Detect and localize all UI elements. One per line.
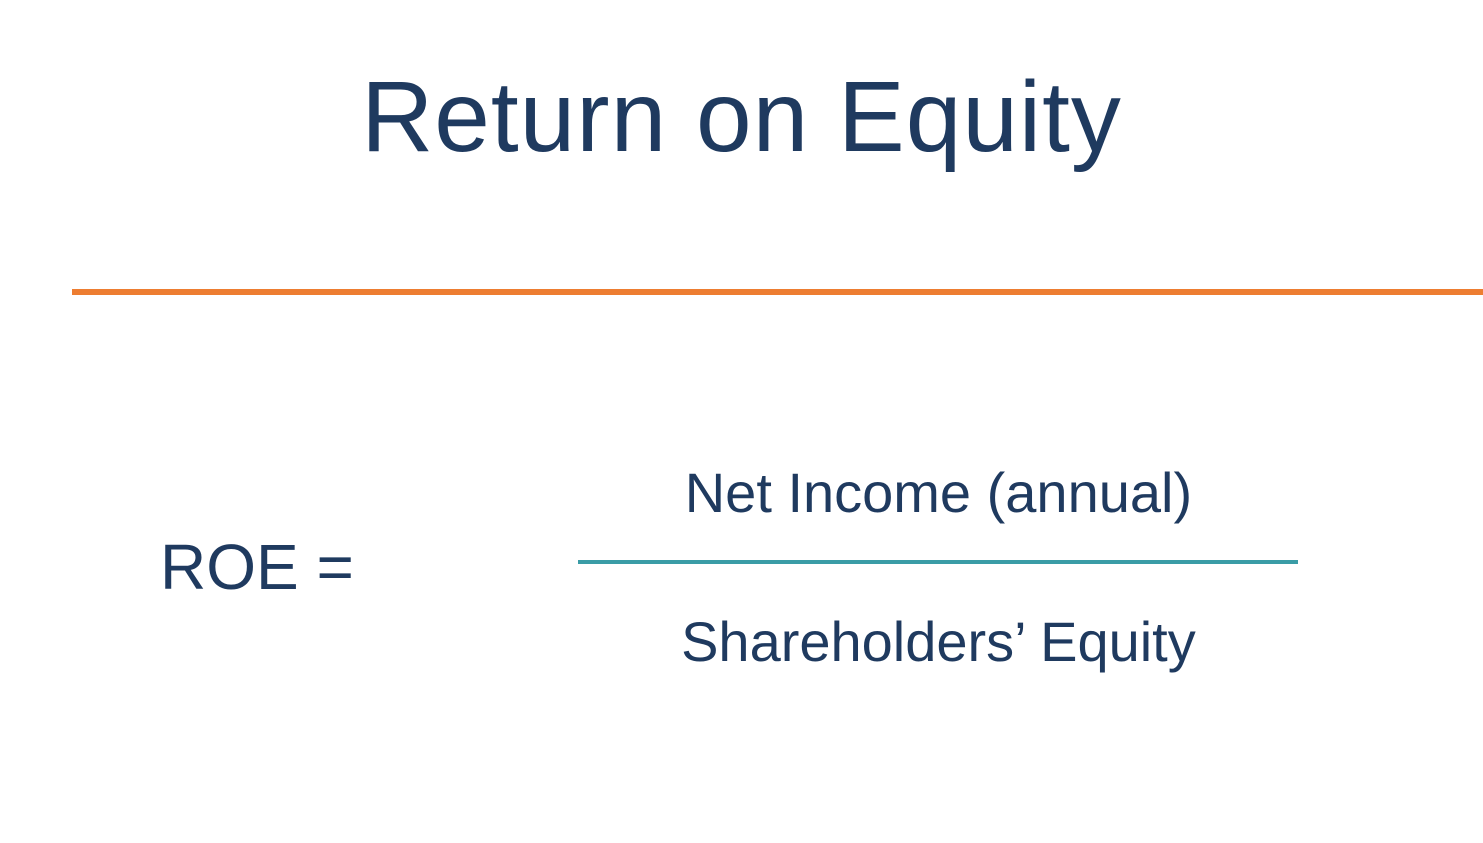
formula-container: ROE = Net Income (annual) Shareholders’ … xyxy=(160,460,1403,674)
formula-denominator: Shareholders’ Equity xyxy=(681,609,1196,674)
slide-title: Return on Equity xyxy=(0,60,1483,175)
formula-lhs: ROE = xyxy=(160,530,354,604)
formula-numerator: Net Income (annual) xyxy=(685,460,1192,525)
fraction-line xyxy=(578,560,1298,564)
formula-fraction: Net Income (annual) Shareholders’ Equity xyxy=(474,460,1403,674)
horizontal-divider xyxy=(72,289,1483,295)
